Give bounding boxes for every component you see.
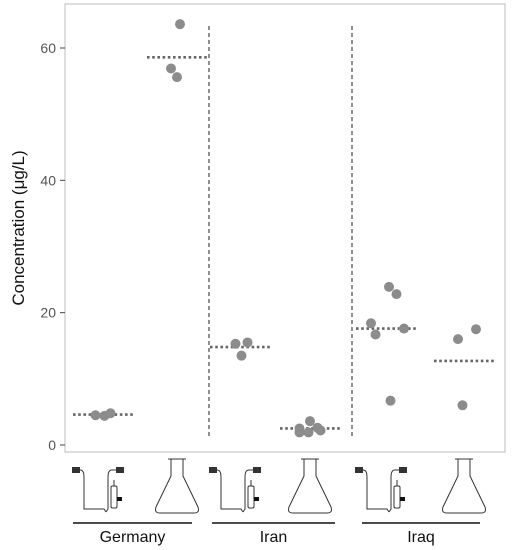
data-point (370, 329, 381, 340)
group-label: Iraq (407, 529, 435, 546)
data-point (230, 338, 241, 349)
data-point (399, 323, 409, 334)
data-point (385, 395, 396, 406)
y-tick-label: 20 (40, 305, 56, 321)
data-point (315, 425, 326, 436)
flask-icon (288, 458, 332, 514)
data-point (172, 72, 182, 83)
data-point (242, 337, 253, 348)
y-tick-label: 40 (40, 172, 56, 188)
data-point (391, 289, 402, 300)
group-label: Iran (260, 529, 288, 546)
y-axis: 0 20 40 60 (40, 40, 65, 453)
data-point (90, 410, 101, 421)
data-point (453, 334, 463, 345)
data-point (384, 281, 394, 292)
stopper (72, 467, 80, 473)
y-tick-label: 0 (48, 437, 56, 453)
flask-icon (155, 458, 199, 514)
data-point (303, 427, 314, 438)
data-point (457, 400, 468, 411)
group-labels: Germany Iran Iraq (73, 522, 480, 546)
group-label: Germany (100, 529, 166, 546)
y-tick-label: 60 (40, 40, 56, 56)
valve (400, 497, 405, 501)
valve (254, 497, 259, 501)
plot-panel (64, 3, 506, 453)
data-point (366, 318, 376, 329)
stopper (355, 467, 363, 473)
data-point (294, 427, 305, 438)
group-separators (208, 26, 353, 436)
y-axis-title: Concentration (μg/L) (9, 150, 28, 305)
separatory-funnel-icon (72, 467, 124, 513)
data-point (105, 408, 116, 419)
valve (117, 497, 122, 501)
separatory-funnel-icon (355, 467, 407, 513)
data-point (305, 416, 315, 427)
stopper (116, 467, 124, 473)
stopper (253, 467, 261, 473)
data-points (90, 19, 481, 438)
stopper (399, 467, 407, 473)
data-point (471, 324, 481, 335)
data-point (166, 63, 176, 74)
stopper (209, 467, 217, 473)
flask-icon (442, 458, 486, 514)
category-icons (72, 458, 486, 514)
data-point (175, 19, 185, 30)
data-point (236, 350, 247, 361)
separatory-funnel-icon (209, 467, 261, 513)
